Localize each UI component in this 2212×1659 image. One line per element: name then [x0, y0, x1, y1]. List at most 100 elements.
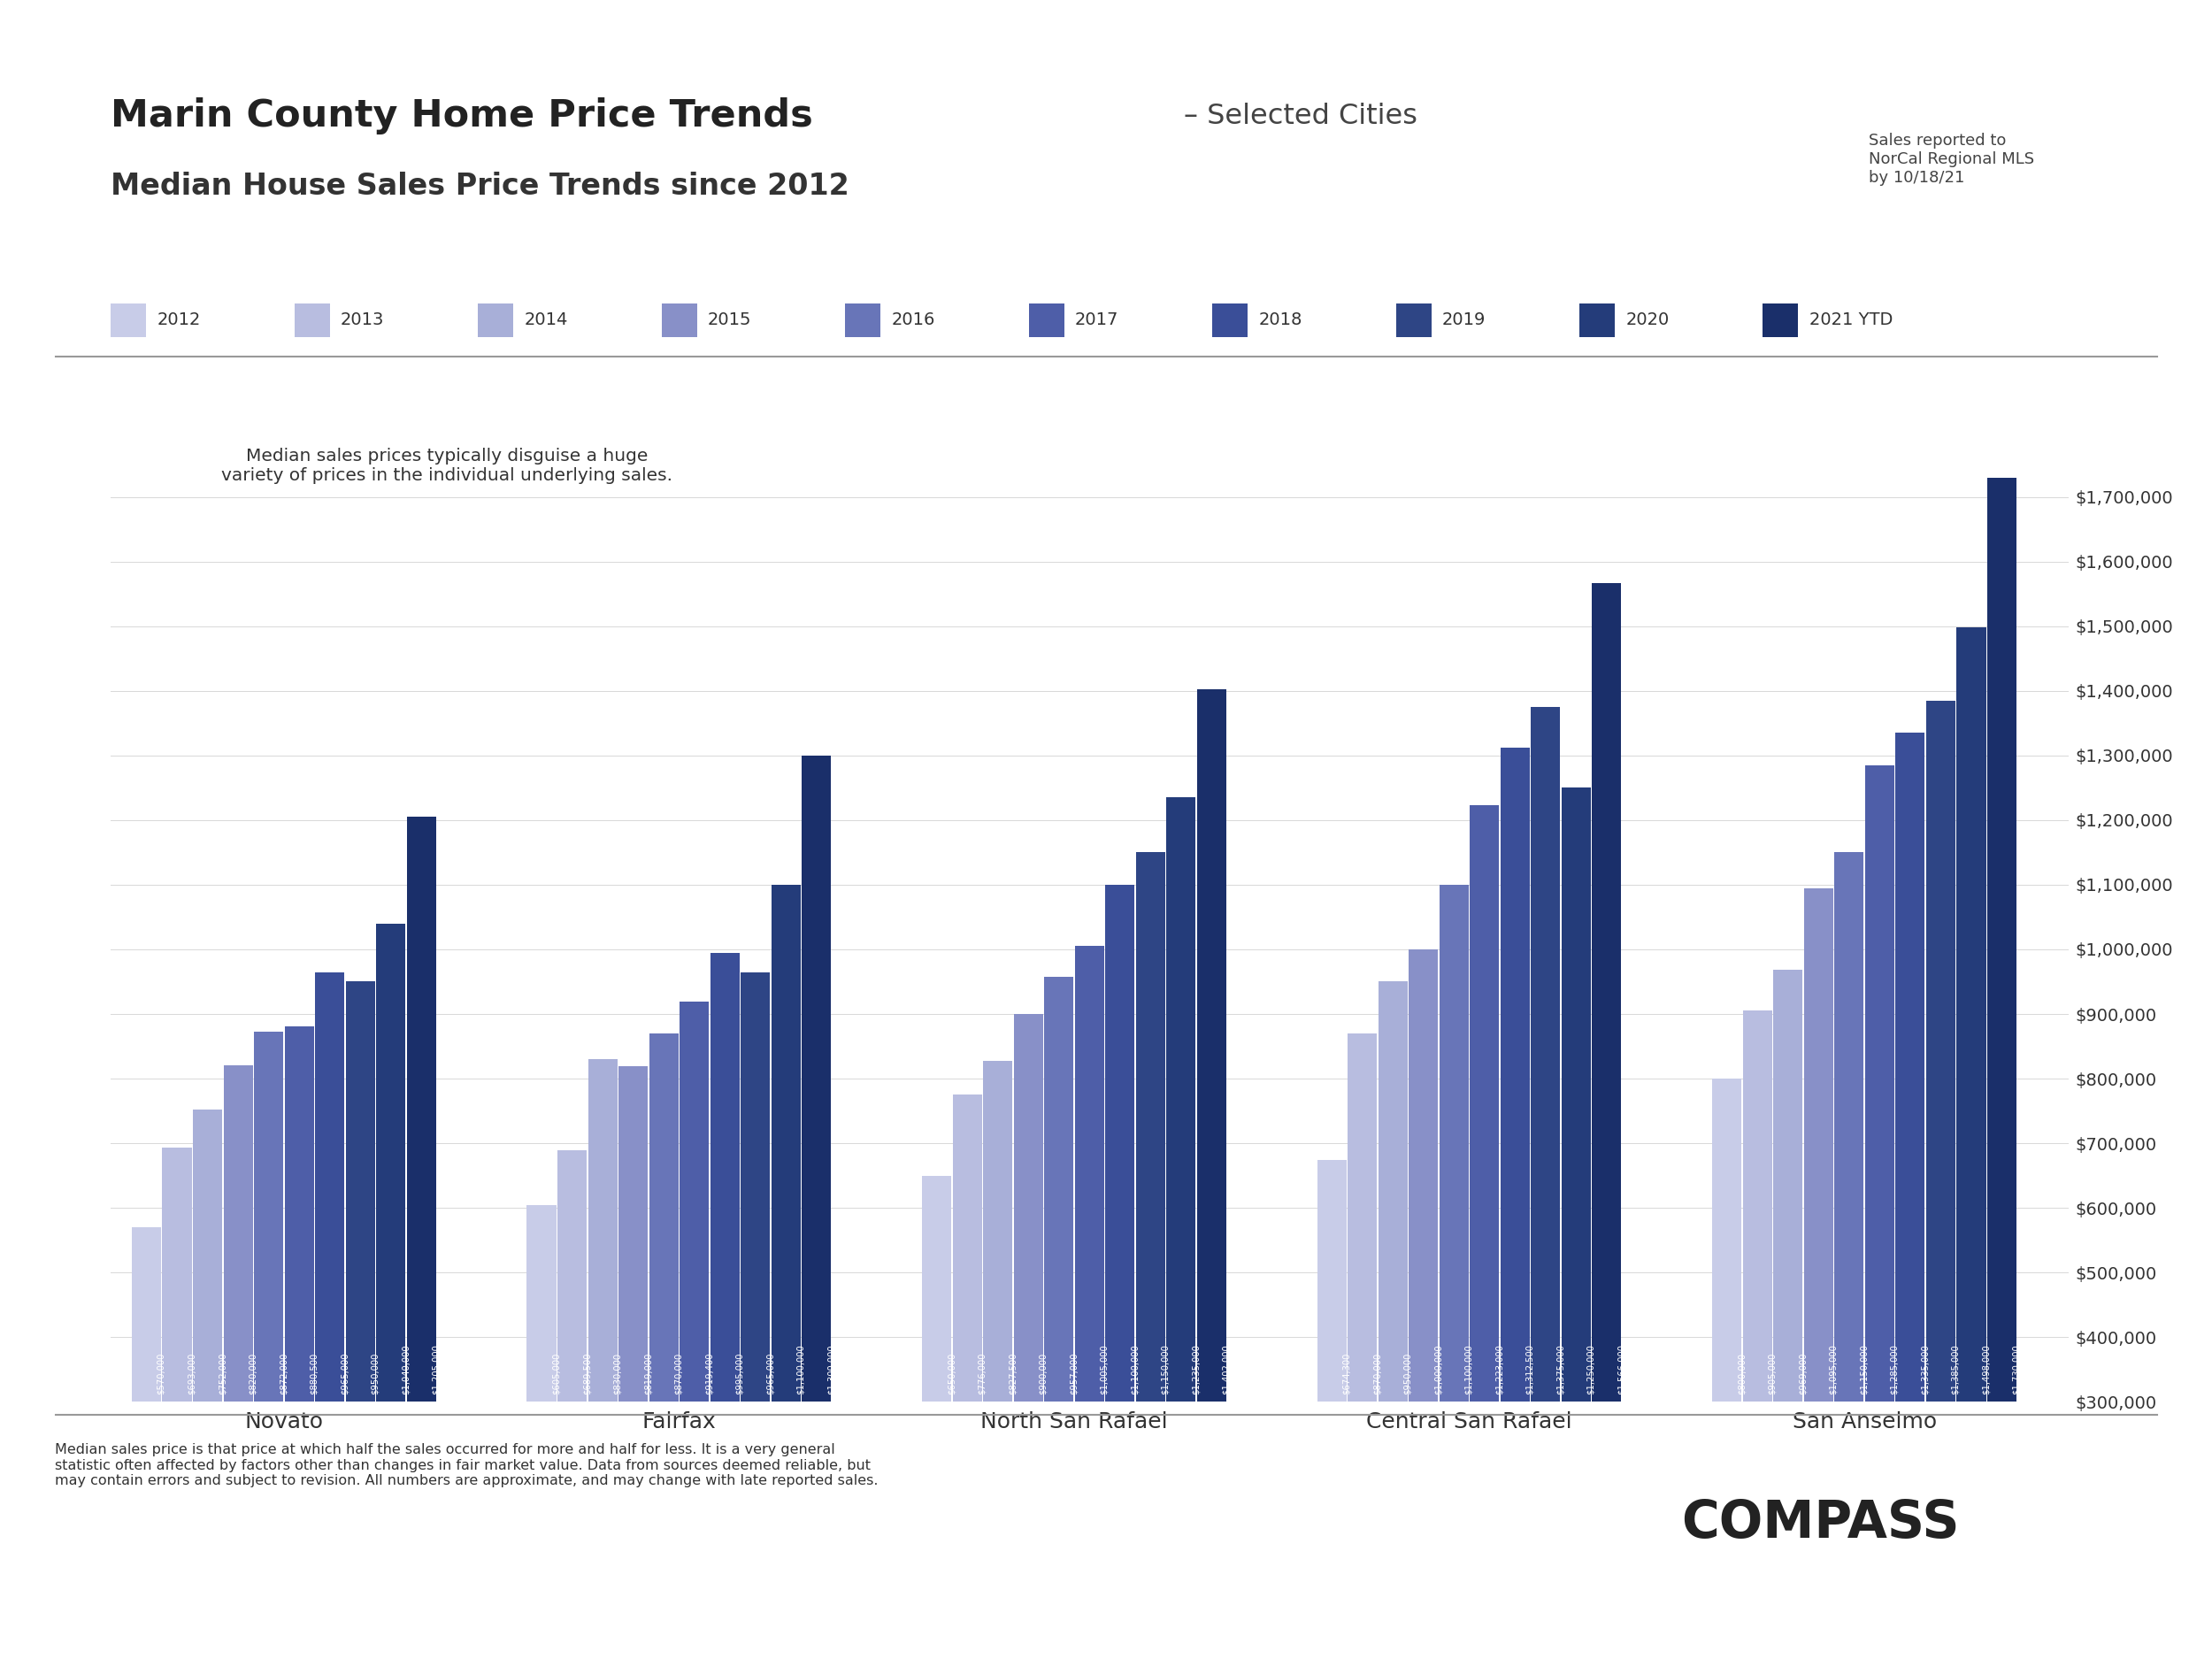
- Text: $872,000: $872,000: [279, 1352, 288, 1394]
- Text: $870,000: $870,000: [675, 1352, 684, 1394]
- Text: $880,500: $880,500: [310, 1352, 319, 1394]
- Text: 2012: 2012: [157, 312, 201, 328]
- Text: $1,335,000: $1,335,000: [1920, 1344, 1929, 1394]
- Bar: [922, 1176, 951, 1402]
- Bar: [254, 1032, 283, 1402]
- Text: 2013: 2013: [341, 312, 385, 328]
- Bar: [1774, 969, 1803, 1402]
- Text: $1,100,000: $1,100,000: [1464, 1344, 1473, 1394]
- Text: $1,285,000: $1,285,000: [1889, 1344, 1898, 1394]
- Bar: [1834, 853, 1865, 1402]
- Bar: [1316, 1160, 1347, 1402]
- Bar: [588, 1058, 617, 1402]
- Text: – Selected Cities: – Selected Cities: [1183, 103, 1418, 129]
- Text: $1,100,000: $1,100,000: [796, 1344, 805, 1394]
- Text: $870,000: $870,000: [1374, 1352, 1382, 1394]
- Text: 2016: 2016: [891, 312, 936, 328]
- Bar: [982, 1060, 1013, 1402]
- Text: $1,300,000: $1,300,000: [827, 1344, 836, 1394]
- Text: $995,000: $995,000: [734, 1352, 743, 1394]
- Text: Marin County Home Price Trends: Marin County Home Price Trends: [111, 98, 814, 134]
- Bar: [1531, 707, 1559, 1402]
- Text: $1,730,000: $1,730,000: [2013, 1344, 2022, 1394]
- Text: $1,498,000: $1,498,000: [1982, 1344, 1991, 1394]
- Text: $800,000: $800,000: [1736, 1352, 1745, 1394]
- Bar: [1347, 1034, 1378, 1402]
- Bar: [526, 1204, 555, 1402]
- Text: $689,500: $689,500: [582, 1352, 591, 1394]
- Text: $905,000: $905,000: [1767, 1352, 1776, 1394]
- Text: Median sales prices typically disguise a huge
variety of prices in the individua: Median sales prices typically disguise a…: [221, 448, 672, 484]
- Bar: [1409, 949, 1438, 1402]
- Bar: [1013, 1014, 1044, 1402]
- Text: $965,000: $965,000: [341, 1352, 349, 1394]
- Bar: [1440, 884, 1469, 1402]
- Text: $693,000: $693,000: [188, 1352, 197, 1394]
- Bar: [1562, 788, 1590, 1402]
- Text: 2018: 2018: [1259, 312, 1303, 328]
- Bar: [314, 972, 345, 1402]
- Text: $820,000: $820,000: [248, 1352, 257, 1394]
- Bar: [133, 1228, 161, 1402]
- Text: $900,000: $900,000: [1040, 1352, 1048, 1394]
- Text: 2015: 2015: [708, 312, 752, 328]
- Bar: [1927, 700, 1955, 1402]
- Bar: [557, 1150, 586, 1402]
- Text: COMPASS: COMPASS: [1681, 1498, 1960, 1548]
- Text: $950,000: $950,000: [372, 1352, 380, 1394]
- Text: $1,150,000: $1,150,000: [1161, 1344, 1170, 1394]
- Text: $819,000: $819,000: [644, 1352, 653, 1394]
- Bar: [772, 884, 801, 1402]
- Text: $1,205,000: $1,205,000: [431, 1344, 440, 1394]
- Bar: [161, 1148, 192, 1402]
- Text: 2021 YTD: 2021 YTD: [1809, 312, 1893, 328]
- Bar: [1803, 888, 1834, 1402]
- Text: $674,300: $674,300: [1343, 1352, 1352, 1394]
- Bar: [741, 972, 770, 1402]
- Bar: [710, 952, 739, 1402]
- Text: $1,235,000: $1,235,000: [1192, 1344, 1201, 1394]
- Text: Median sales price is that price at which half the sales occurred for more and h: Median sales price is that price at whic…: [55, 1443, 878, 1488]
- Bar: [619, 1067, 648, 1402]
- Bar: [1075, 946, 1104, 1402]
- Text: $1,250,000: $1,250,000: [1586, 1344, 1595, 1394]
- Text: $1,100,000: $1,100,000: [1130, 1344, 1139, 1394]
- Text: $1,385,000: $1,385,000: [1951, 1344, 1960, 1394]
- Text: $1,223,000: $1,223,000: [1495, 1344, 1504, 1394]
- Text: $752,000: $752,000: [217, 1352, 226, 1394]
- Bar: [407, 816, 436, 1402]
- Text: $965,000: $965,000: [765, 1352, 774, 1394]
- Bar: [648, 1034, 679, 1402]
- Text: $776,000: $776,000: [978, 1352, 987, 1394]
- Text: $1,375,000: $1,375,000: [1555, 1344, 1564, 1394]
- Text: 2014: 2014: [524, 312, 568, 328]
- Text: $1,095,000: $1,095,000: [1829, 1344, 1838, 1394]
- Text: $830,000: $830,000: [613, 1352, 622, 1394]
- Bar: [1896, 733, 1924, 1402]
- Text: $1,005,000: $1,005,000: [1099, 1344, 1108, 1394]
- Text: $1,566,000: $1,566,000: [1617, 1344, 1626, 1394]
- Bar: [1197, 690, 1225, 1402]
- Bar: [1712, 1078, 1741, 1402]
- Bar: [1378, 982, 1407, 1402]
- Bar: [285, 1027, 314, 1402]
- Bar: [345, 982, 376, 1402]
- Bar: [1865, 765, 1893, 1402]
- Bar: [1500, 747, 1531, 1402]
- Bar: [1958, 627, 1986, 1402]
- Bar: [1986, 478, 2017, 1402]
- Text: $827,500: $827,500: [1009, 1352, 1018, 1394]
- Bar: [1106, 884, 1135, 1402]
- Bar: [801, 755, 832, 1402]
- Bar: [1135, 853, 1166, 1402]
- Bar: [679, 1002, 710, 1402]
- Text: $957,000: $957,000: [1068, 1352, 1077, 1394]
- Text: $570,000: $570,000: [157, 1352, 166, 1394]
- Bar: [1166, 798, 1197, 1402]
- Text: Sales reported to
NorCal Regional MLS
by 10/18/21: Sales reported to NorCal Regional MLS by…: [1869, 133, 2035, 186]
- Text: $605,000: $605,000: [551, 1352, 560, 1394]
- Bar: [953, 1095, 982, 1402]
- Text: $1,402,000: $1,402,000: [1221, 1344, 1230, 1394]
- Bar: [192, 1110, 221, 1402]
- Bar: [1593, 584, 1621, 1402]
